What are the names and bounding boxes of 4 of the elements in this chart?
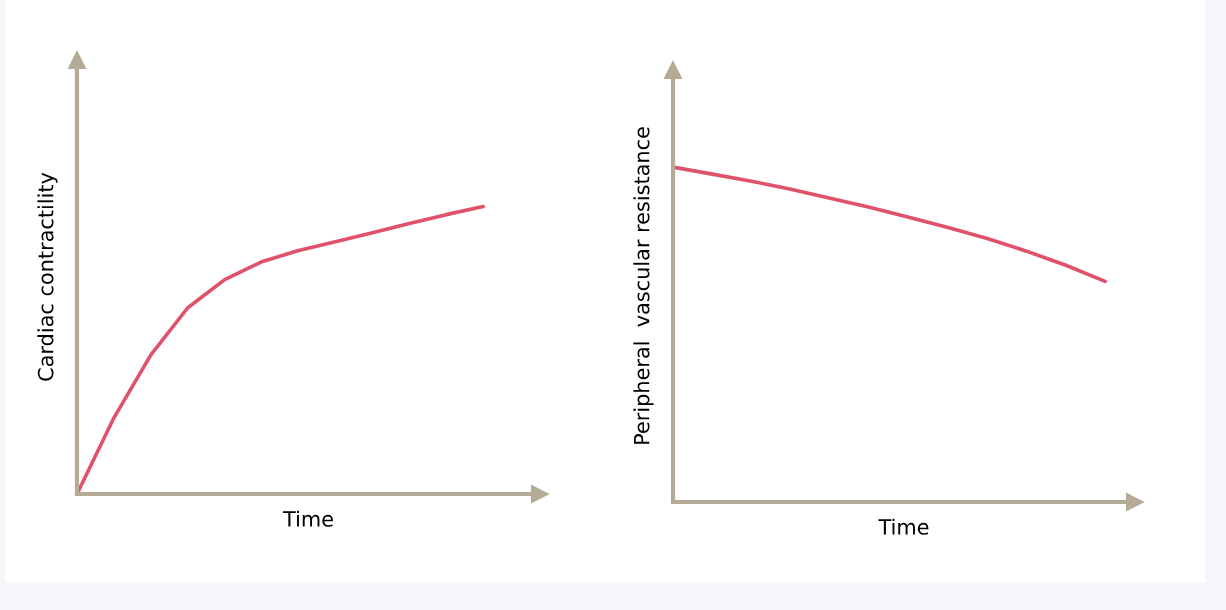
y-axis-title: Peripheral vascular resistance [633,127,654,444]
x-axis-title: Time [282,510,333,527]
x-axis-title: Time [878,518,929,535]
y-axis-title: Cardiac contractility [37,172,58,381]
